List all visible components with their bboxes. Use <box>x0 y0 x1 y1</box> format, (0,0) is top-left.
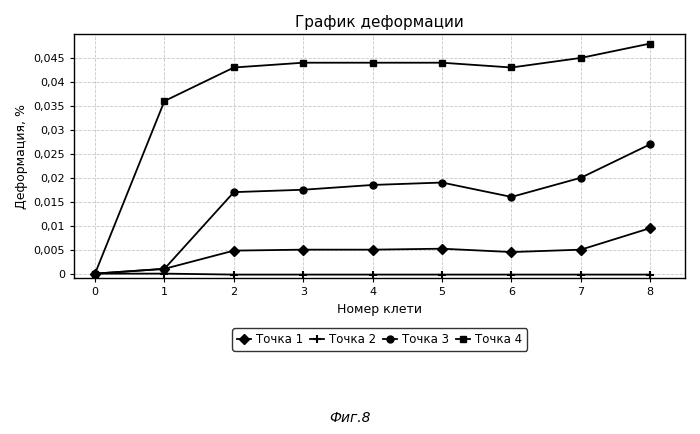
Title: График деформации: График деформации <box>295 15 464 30</box>
X-axis label: Номер клети: Номер клети <box>337 303 422 316</box>
Y-axis label: Деформация, %: Деформация, % <box>15 104 28 209</box>
Text: Фиг.8: Фиг.8 <box>329 411 371 425</box>
Legend: Точка 1, Точка 2, Точка 3, Точка 4: Точка 1, Точка 2, Точка 3, Точка 4 <box>232 329 527 351</box>
